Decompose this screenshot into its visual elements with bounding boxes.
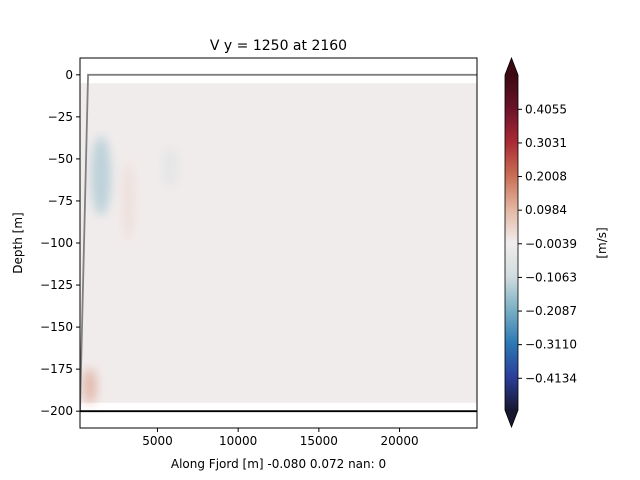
x-tick-label: 20000 [380,434,418,448]
y-tick-label: −150 [40,320,73,334]
colorbar-tick-label: 0.4055 [525,102,567,116]
plot-area [79,57,478,429]
y-tick-label: −175 [40,362,73,376]
colorbar-tick-label: 0.3031 [525,136,567,150]
colorbar-extend-bottom [505,410,518,427]
y-tick-label: −50 [48,152,73,166]
chart-title: V y = 1250 at 2160 [210,38,347,54]
x-axis: 5000 10000 15000 20000 [142,428,419,448]
colorbar-outline [504,56,519,429]
field-positive-bottom [82,367,97,404]
colorbar-label: [m/s] [595,227,609,258]
y-tick-label: −75 [48,194,73,208]
colorbar-tick-label: −0.2087 [525,304,577,318]
colorbar-gradient [505,75,518,410]
y-axis: 0 −25 −50 −75 −100 −125 −150 −175 −200 [40,68,80,418]
colorbar: 0.4055 0.3031 0.2008 0.0984 −0.0039 −0.1063 −0… [504,56,577,429]
y-tick-label: −200 [40,404,73,418]
field-positive-band [122,160,135,241]
colorbar-extend-top [505,58,518,75]
y-axis-label: Depth [m] [11,212,25,273]
field-anomalies [82,135,180,404]
field-negative-patch [161,145,180,190]
colorbar-tick-label: −0.4134 [525,371,577,385]
velocity-field [80,83,477,404]
y-tick-label: −100 [40,236,73,250]
bathymetry-line [80,73,477,412]
colorbar-tick-label: 0.2008 [525,170,567,184]
colorbar-tick-label: −0.0039 [525,237,577,251]
overlay-lines [80,73,477,413]
y-tick-label: −25 [48,110,73,124]
field-background [80,83,477,403]
x-tick-label: 10000 [219,434,257,448]
x-tick-label: 5000 [142,434,173,448]
colorbar-tick-label: −0.3110 [525,338,577,352]
colorbar-tick-label: −0.1063 [525,270,577,284]
x-tick-label: 15000 [300,434,338,448]
field-negative-core [90,135,111,216]
y-tick-label: 0 [65,68,73,82]
x-axis-label: Along Fjord [m] -0.080 0.072 nan: 0 [171,457,386,471]
y-tick-label: −125 [40,278,73,292]
colorbar-tick-label: 0.0984 [525,203,567,217]
